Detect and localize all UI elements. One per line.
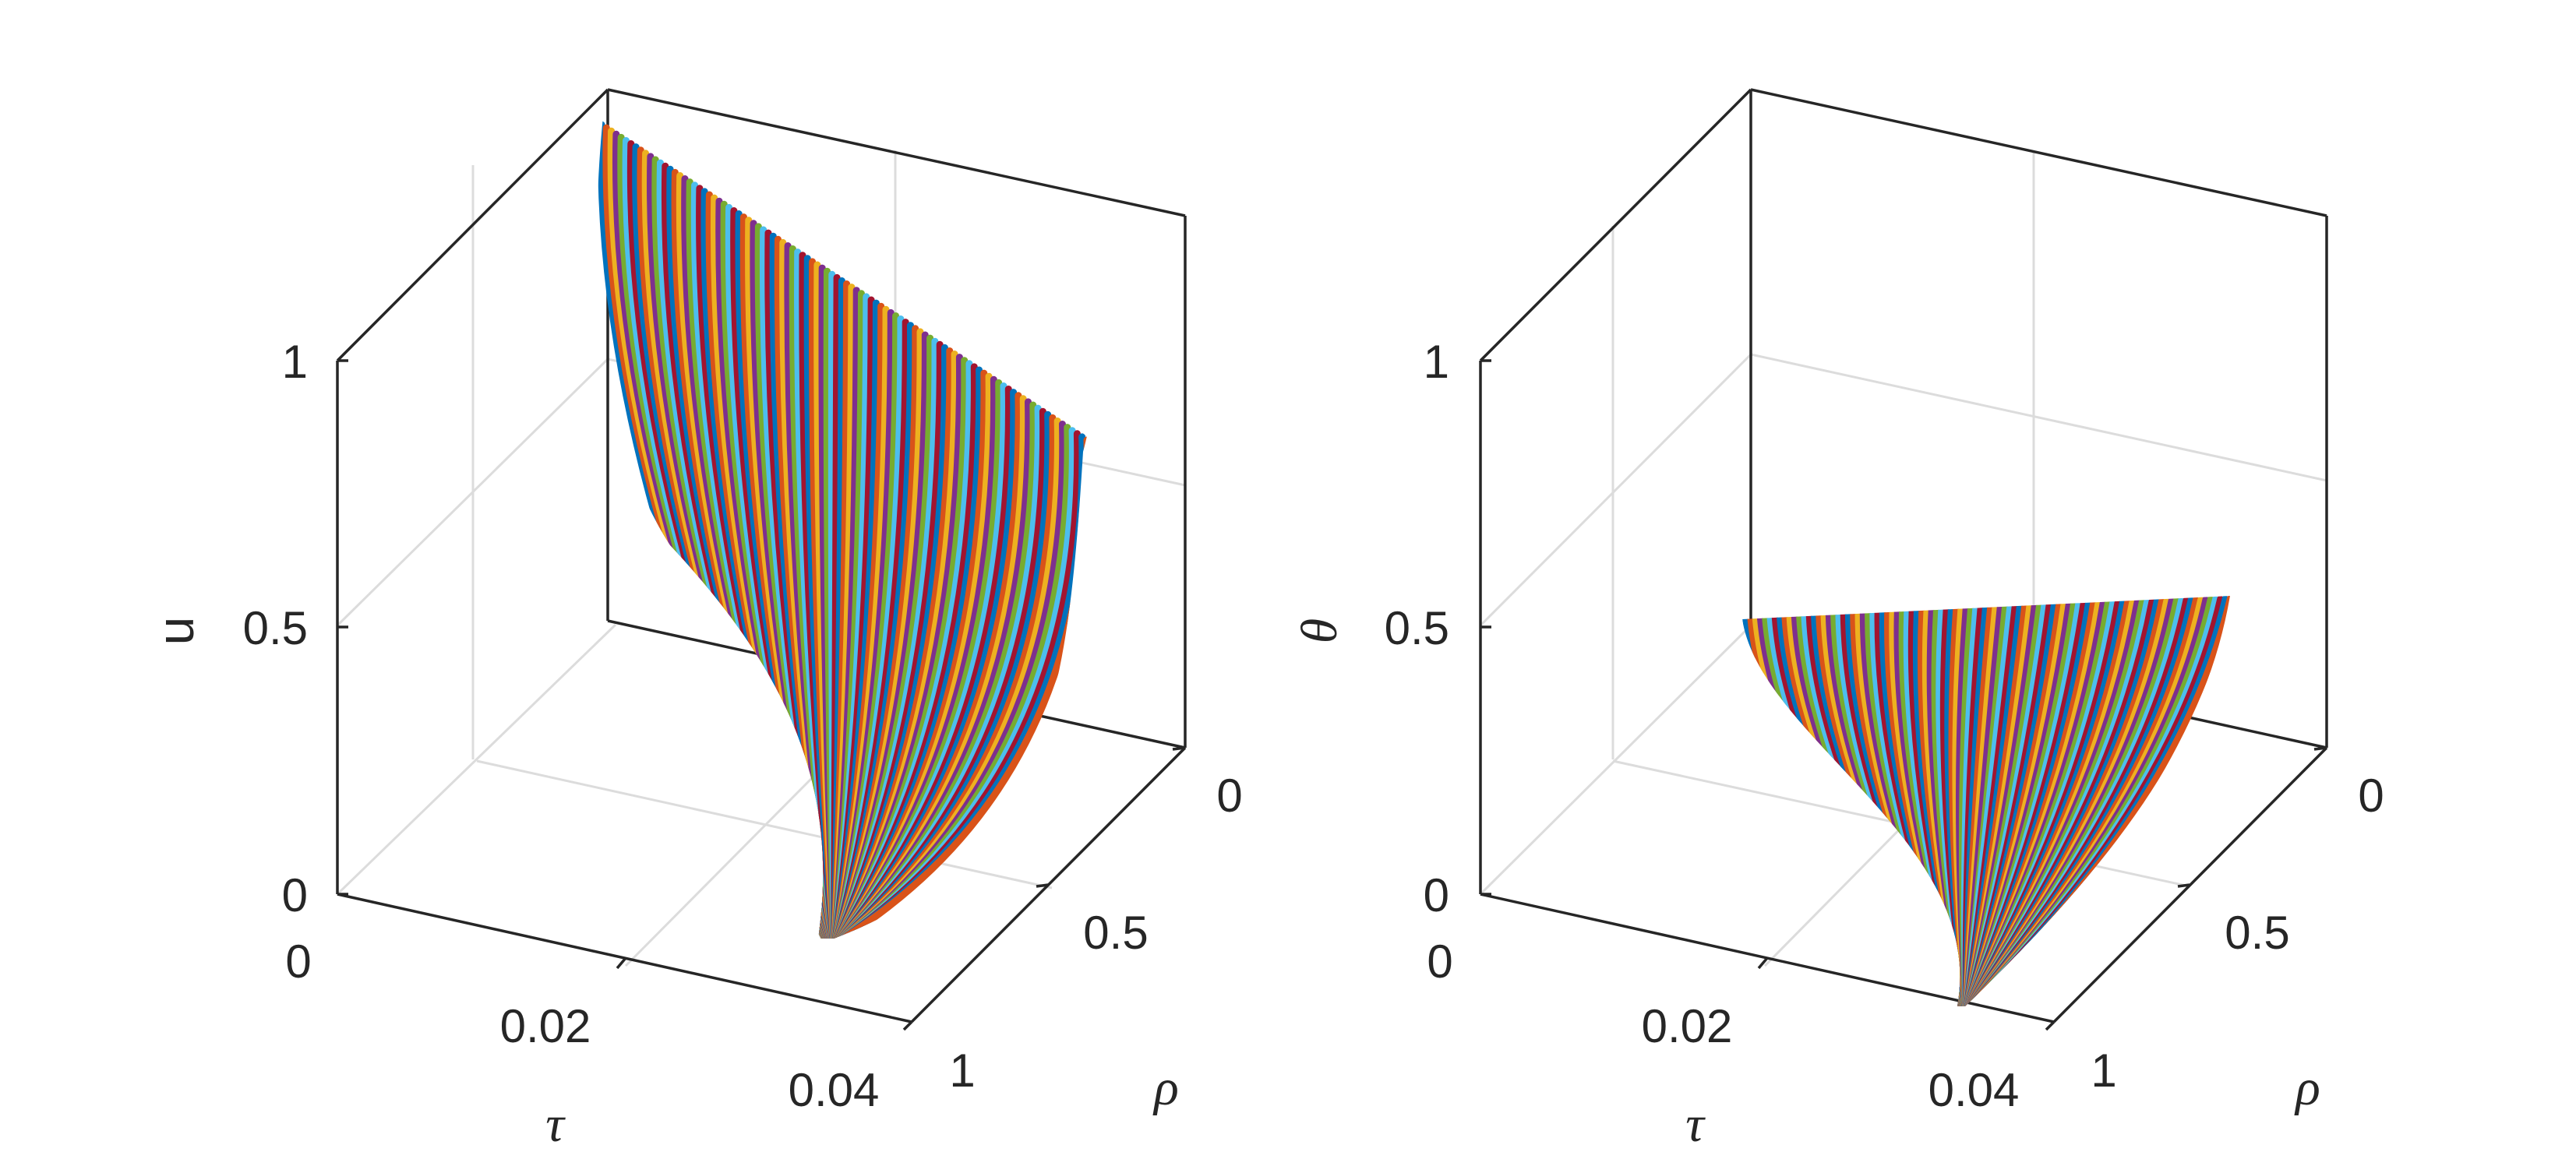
z-tick-label: 1: [282, 336, 308, 388]
tick-marks: [1480, 359, 2327, 1031]
y-tick-labels: 0 0.5 1: [2091, 770, 2384, 1097]
chart-panel-u: 1 0.5 0 0 0.02 0.04 0 0.5 1 u τ ρ: [146, 88, 1243, 1153]
x-tick-labels: 0 0.02 0.04: [1427, 935, 2019, 1116]
x-tick-labels: 0 0.02 0.04: [285, 935, 879, 1116]
grid-lines: [1479, 150, 2327, 967]
x-tick-label: 0.02: [500, 1000, 591, 1052]
x-tick-label: 0: [285, 935, 311, 988]
z-axis-label: u: [146, 617, 204, 646]
y-tick-labels: 0 0.5 1: [949, 770, 1242, 1097]
x-tick-label: 0.02: [1642, 1000, 1733, 1052]
axes-box: [1479, 88, 2328, 1023]
y-tick-label: 1: [2091, 1045, 2116, 1097]
y-tick-label: 0.5: [1083, 907, 1148, 959]
x-tick-label: 0: [1427, 935, 1452, 988]
surface-curves: [1742, 596, 2230, 1006]
z-tick-label: 0.5: [1385, 602, 1449, 654]
chart-panel-theta: 1 0.5 0 0 0.02 0.04 0 0.5 1 θ τ ρ: [1291, 88, 2384, 1153]
y-axis-label: ρ: [2294, 1059, 2320, 1116]
z-axis-label: θ: [1291, 618, 1348, 643]
y-tick-label: 0.5: [2225, 907, 2289, 959]
z-tick-label: 0.5: [243, 602, 308, 654]
y-axis-label: ρ: [1152, 1059, 1179, 1116]
z-tick-label: 1: [1424, 336, 1449, 388]
z-tick-labels: 1 0.5 0: [243, 336, 308, 921]
x-tick-label: 0.04: [1928, 1064, 2020, 1116]
tick-marks: [337, 359, 1186, 1031]
y-tick-label: 1: [949, 1045, 975, 1097]
x-axis-label: τ: [545, 1096, 566, 1153]
surface-curves: [598, 121, 1087, 939]
y-tick-label: 0: [2358, 770, 2384, 822]
y-tick-label: 0: [1216, 770, 1242, 822]
x-tick-label: 0.04: [789, 1064, 880, 1116]
z-tick-label: 0: [1424, 869, 1449, 921]
x-axis-label: τ: [1685, 1096, 1706, 1153]
z-tick-label: 0: [282, 869, 308, 921]
z-tick-labels: 1 0.5 0: [1385, 336, 1449, 921]
